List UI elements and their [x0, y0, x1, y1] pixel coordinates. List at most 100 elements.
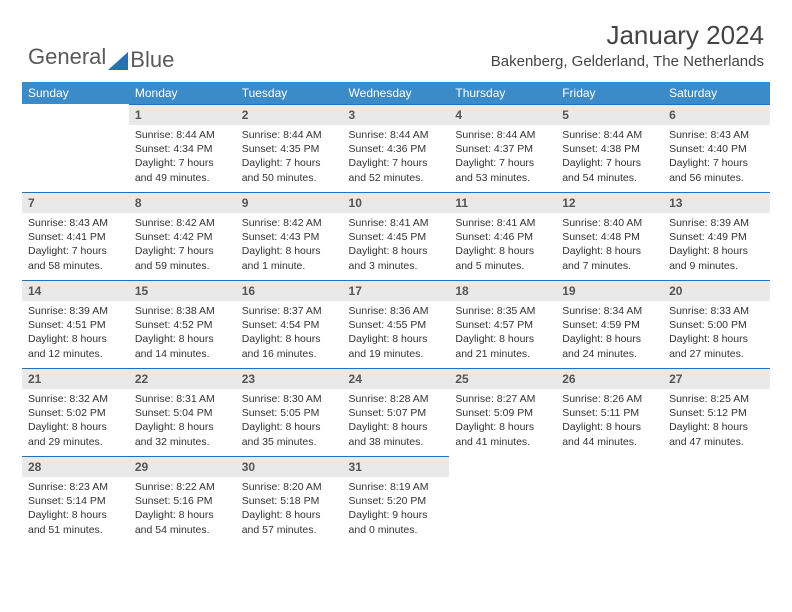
calendar-cell: 2Sunrise: 8:44 AMSunset: 4:35 PMDaylight…: [236, 104, 343, 192]
calendar-cell: 28Sunrise: 8:23 AMSunset: 5:14 PMDayligh…: [22, 456, 129, 544]
calendar-cell: 21Sunrise: 8:32 AMSunset: 5:02 PMDayligh…: [22, 368, 129, 456]
month-title: January 2024: [491, 20, 764, 51]
weekday-tuesday: Tuesday: [236, 82, 343, 104]
day-number: 17: [343, 280, 450, 301]
calendar-cell: 20Sunrise: 8:33 AMSunset: 5:00 PMDayligh…: [663, 280, 770, 368]
day-body: Sunrise: 8:31 AMSunset: 5:04 PMDaylight:…: [129, 389, 236, 455]
calendar-cell: 31Sunrise: 8:19 AMSunset: 5:20 PMDayligh…: [343, 456, 450, 544]
calendar-cell: 9Sunrise: 8:42 AMSunset: 4:43 PMDaylight…: [236, 192, 343, 280]
calendar-cell: 7Sunrise: 8:43 AMSunset: 4:41 PMDaylight…: [22, 192, 129, 280]
calendar-cell: 16Sunrise: 8:37 AMSunset: 4:54 PMDayligh…: [236, 280, 343, 368]
day-body: Sunrise: 8:42 AMSunset: 4:43 PMDaylight:…: [236, 213, 343, 279]
day-number: 20: [663, 280, 770, 301]
calendar-row: 28Sunrise: 8:23 AMSunset: 5:14 PMDayligh…: [22, 456, 770, 544]
day-body: Sunrise: 8:39 AMSunset: 4:51 PMDaylight:…: [22, 301, 129, 367]
day-number: 9: [236, 192, 343, 213]
day-body: Sunrise: 8:19 AMSunset: 5:20 PMDaylight:…: [343, 477, 450, 543]
calendar-cell: 14Sunrise: 8:39 AMSunset: 4:51 PMDayligh…: [22, 280, 129, 368]
calendar-cell: 15Sunrise: 8:38 AMSunset: 4:52 PMDayligh…: [129, 280, 236, 368]
day-body: Sunrise: 8:35 AMSunset: 4:57 PMDaylight:…: [449, 301, 556, 367]
calendar-cell: 17Sunrise: 8:36 AMSunset: 4:55 PMDayligh…: [343, 280, 450, 368]
day-number: 26: [556, 368, 663, 389]
day-number: 25: [449, 368, 556, 389]
weekday-header-row: Sunday Monday Tuesday Wednesday Thursday…: [22, 82, 770, 104]
day-body: Sunrise: 8:43 AMSunset: 4:40 PMDaylight:…: [663, 125, 770, 191]
day-number: 1: [129, 104, 236, 125]
day-number: 24: [343, 368, 450, 389]
day-body: Sunrise: 8:40 AMSunset: 4:48 PMDaylight:…: [556, 213, 663, 279]
day-body: Sunrise: 8:22 AMSunset: 5:16 PMDaylight:…: [129, 477, 236, 543]
calendar-cell: [556, 456, 663, 544]
calendar-cell: 10Sunrise: 8:41 AMSunset: 4:45 PMDayligh…: [343, 192, 450, 280]
day-body: Sunrise: 8:44 AMSunset: 4:34 PMDaylight:…: [129, 125, 236, 191]
day-number: 21: [22, 368, 129, 389]
day-body: Sunrise: 8:34 AMSunset: 4:59 PMDaylight:…: [556, 301, 663, 367]
day-body: Sunrise: 8:44 AMSunset: 4:35 PMDaylight:…: [236, 125, 343, 191]
day-body: Sunrise: 8:32 AMSunset: 5:02 PMDaylight:…: [22, 389, 129, 455]
calendar-row: 21Sunrise: 8:32 AMSunset: 5:02 PMDayligh…: [22, 368, 770, 456]
day-body: Sunrise: 8:26 AMSunset: 5:11 PMDaylight:…: [556, 389, 663, 455]
calendar-cell: [449, 456, 556, 544]
calendar-row: 14Sunrise: 8:39 AMSunset: 4:51 PMDayligh…: [22, 280, 770, 368]
calendar-table: Sunday Monday Tuesday Wednesday Thursday…: [22, 82, 770, 544]
weekday-thursday: Thursday: [449, 82, 556, 104]
day-body: Sunrise: 8:43 AMSunset: 4:41 PMDaylight:…: [22, 213, 129, 279]
day-body: Sunrise: 8:39 AMSunset: 4:49 PMDaylight:…: [663, 213, 770, 279]
logo-text-blue: Blue: [130, 50, 174, 70]
calendar-cell: 11Sunrise: 8:41 AMSunset: 4:46 PMDayligh…: [449, 192, 556, 280]
logo: General Blue: [28, 44, 174, 70]
calendar-row: 7Sunrise: 8:43 AMSunset: 4:41 PMDaylight…: [22, 192, 770, 280]
calendar-cell: 29Sunrise: 8:22 AMSunset: 5:16 PMDayligh…: [129, 456, 236, 544]
calendar-cell: [663, 456, 770, 544]
calendar-body: 1Sunrise: 8:44 AMSunset: 4:34 PMDaylight…: [22, 104, 770, 544]
day-body: Sunrise: 8:20 AMSunset: 5:18 PMDaylight:…: [236, 477, 343, 543]
day-number: 13: [663, 192, 770, 213]
day-body: Sunrise: 8:25 AMSunset: 5:12 PMDaylight:…: [663, 389, 770, 455]
day-number: 30: [236, 456, 343, 477]
day-number: 4: [449, 104, 556, 125]
calendar-cell: 13Sunrise: 8:39 AMSunset: 4:49 PMDayligh…: [663, 192, 770, 280]
weekday-friday: Friday: [556, 82, 663, 104]
calendar-row: 1Sunrise: 8:44 AMSunset: 4:34 PMDaylight…: [22, 104, 770, 192]
calendar-cell: 24Sunrise: 8:28 AMSunset: 5:07 PMDayligh…: [343, 368, 450, 456]
day-number: 3: [343, 104, 450, 125]
day-number: 8: [129, 192, 236, 213]
location-text: Bakenberg, Gelderland, The Netherlands: [491, 53, 764, 70]
day-body: Sunrise: 8:28 AMSunset: 5:07 PMDaylight:…: [343, 389, 450, 455]
calendar-cell: 4Sunrise: 8:44 AMSunset: 4:37 PMDaylight…: [449, 104, 556, 192]
title-block: January 2024 Bakenberg, Gelderland, The …: [491, 20, 764, 70]
day-body: Sunrise: 8:38 AMSunset: 4:52 PMDaylight:…: [129, 301, 236, 367]
day-body: Sunrise: 8:23 AMSunset: 5:14 PMDaylight:…: [22, 477, 129, 543]
day-number: 6: [663, 104, 770, 125]
day-number: 16: [236, 280, 343, 301]
day-body: Sunrise: 8:33 AMSunset: 5:00 PMDaylight:…: [663, 301, 770, 367]
weekday-wednesday: Wednesday: [343, 82, 450, 104]
day-number: 23: [236, 368, 343, 389]
day-number: 31: [343, 456, 450, 477]
day-body: Sunrise: 8:44 AMSunset: 4:37 PMDaylight:…: [449, 125, 556, 191]
day-number: 29: [129, 456, 236, 477]
calendar-cell: 3Sunrise: 8:44 AMSunset: 4:36 PMDaylight…: [343, 104, 450, 192]
calendar-cell: 25Sunrise: 8:27 AMSunset: 5:09 PMDayligh…: [449, 368, 556, 456]
day-body: Sunrise: 8:27 AMSunset: 5:09 PMDaylight:…: [449, 389, 556, 455]
day-body: Sunrise: 8:36 AMSunset: 4:55 PMDaylight:…: [343, 301, 450, 367]
day-number: 2: [236, 104, 343, 125]
weekday-sunday: Sunday: [22, 82, 129, 104]
logo-text-general: General: [28, 44, 106, 70]
day-body: Sunrise: 8:44 AMSunset: 4:38 PMDaylight:…: [556, 125, 663, 191]
day-number: 11: [449, 192, 556, 213]
calendar-cell: 27Sunrise: 8:25 AMSunset: 5:12 PMDayligh…: [663, 368, 770, 456]
day-number: 10: [343, 192, 450, 213]
calendar-cell: [22, 104, 129, 192]
day-number: 18: [449, 280, 556, 301]
day-number: 19: [556, 280, 663, 301]
day-number: 7: [22, 192, 129, 213]
day-body: Sunrise: 8:41 AMSunset: 4:46 PMDaylight:…: [449, 213, 556, 279]
day-number: 28: [22, 456, 129, 477]
calendar-cell: 18Sunrise: 8:35 AMSunset: 4:57 PMDayligh…: [449, 280, 556, 368]
day-number: 15: [129, 280, 236, 301]
calendar-cell: 23Sunrise: 8:30 AMSunset: 5:05 PMDayligh…: [236, 368, 343, 456]
day-number: 27: [663, 368, 770, 389]
day-body: Sunrise: 8:42 AMSunset: 4:42 PMDaylight:…: [129, 213, 236, 279]
logo-triangle-icon: [108, 52, 128, 70]
